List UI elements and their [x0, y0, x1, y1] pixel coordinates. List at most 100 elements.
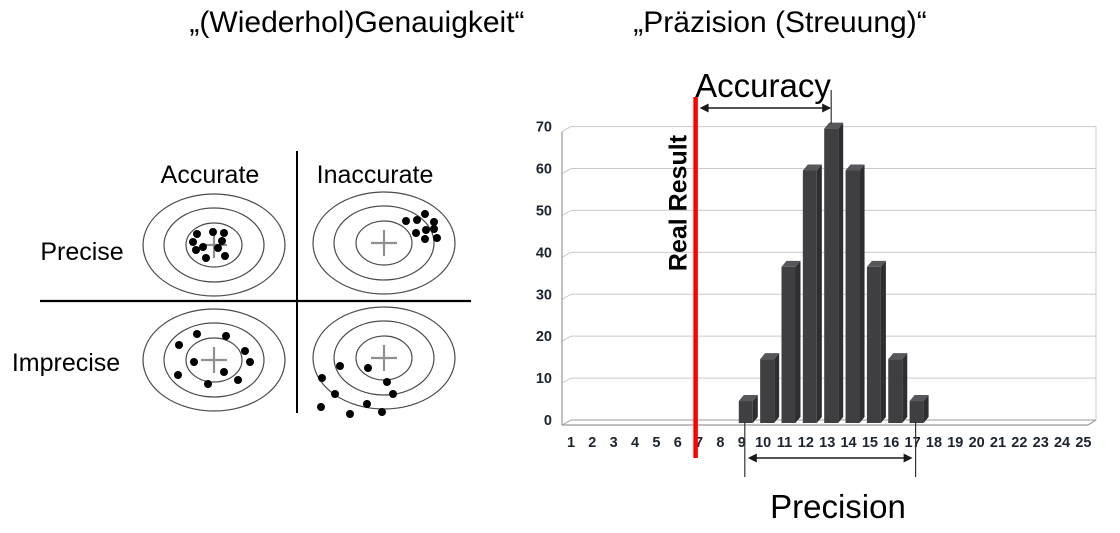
- arrowhead-left: [699, 103, 709, 113]
- bar-top-face: [738, 395, 758, 402]
- x-tick-label: 7: [695, 435, 703, 451]
- measurement-dot: [402, 217, 410, 225]
- arrowhead-left: [747, 453, 757, 463]
- arrowhead-right: [903, 453, 913, 463]
- measurement-dot: [336, 362, 344, 370]
- target-precise-inaccurate: [312, 191, 456, 295]
- bar-top-face: [845, 164, 865, 171]
- target-ring: [163, 207, 265, 283]
- y-tick-label: 50: [536, 203, 552, 219]
- measurement-dot: [193, 330, 201, 338]
- measurement-dot: [433, 234, 441, 242]
- y-tick-label: 60: [536, 162, 552, 178]
- bar-side-face: [923, 395, 929, 423]
- measurement-dot: [421, 210, 429, 218]
- bar-side-face: [880, 260, 886, 423]
- bar-category-11: [781, 260, 801, 423]
- right-panel-title: „Präzision (Streuung)“: [633, 6, 926, 39]
- floor-corner-bevel: [1087, 419, 1097, 426]
- precision-arrow: [744, 421, 917, 477]
- measurement-dot: [430, 218, 438, 226]
- measurement-dot: [363, 400, 371, 408]
- x-tick-label: 2: [588, 435, 596, 451]
- x-tick-label: 9: [738, 435, 746, 451]
- target-imprecise-inaccurate: [312, 306, 456, 418]
- wall-bevel: [561, 251, 572, 258]
- measurement-dot: [214, 244, 222, 252]
- bar-front-face: [738, 401, 753, 423]
- bar-top-face: [824, 122, 844, 129]
- accuracy-arrow: [699, 90, 832, 125]
- y-axis-labels: 0 10 20 30 40 50 60 70: [536, 120, 552, 429]
- left-panel-title: „(Wiederhol)Genauigkeit“: [189, 6, 524, 39]
- x-tick-label: 16: [883, 435, 899, 451]
- row-label-imprecise: Imprecise: [12, 349, 120, 377]
- precision-label: Precision: [770, 488, 906, 525]
- x-tick-label: 21: [990, 435, 1006, 451]
- wall-bevel: [561, 419, 572, 426]
- chart-3d-frame: [561, 126, 1097, 426]
- x-tick-label: 3: [610, 435, 618, 451]
- y-tick-label: 40: [536, 245, 552, 261]
- bar-category-12: [802, 164, 822, 423]
- measurement-dot: [412, 229, 420, 237]
- measurement-dot: [318, 374, 326, 382]
- x-tick-label: 11: [777, 435, 792, 451]
- target-ring: [312, 191, 456, 295]
- x-tick-label: 19: [947, 435, 963, 451]
- x-tick-label: 18: [926, 435, 942, 451]
- wall-bevel: [561, 168, 572, 174]
- measurement-dot: [246, 358, 254, 366]
- wall-bevel: [561, 209, 572, 216]
- bar-front-face: [824, 128, 839, 423]
- bar-side-face: [859, 164, 865, 423]
- measurement-dot: [222, 332, 230, 340]
- bar-top-face: [802, 164, 822, 171]
- bars: [738, 122, 929, 423]
- row-label-precise: Precise: [40, 238, 123, 266]
- x-tick-label: 17: [905, 435, 921, 451]
- bar-side-face: [816, 164, 822, 423]
- bar-category-14: [845, 164, 865, 423]
- y-tick-label: 20: [536, 329, 552, 345]
- targets: [142, 191, 456, 418]
- x-tick-label: 4: [631, 435, 639, 451]
- y-tick-label: 70: [536, 120, 552, 136]
- wall-bevel: [561, 126, 572, 133]
- measurement-dot: [175, 341, 183, 349]
- target-ring: [163, 322, 265, 398]
- measurement-dot: [421, 235, 429, 243]
- bar-category-15: [866, 260, 886, 423]
- measurement-dot: [218, 237, 226, 245]
- wall-bevel: [561, 377, 572, 384]
- bar-front-face: [802, 170, 817, 423]
- bar-front-face: [845, 170, 860, 423]
- measurement-dot: [378, 408, 386, 416]
- measurement-dot: [221, 252, 229, 260]
- measurement-dot: [193, 230, 201, 238]
- bar-category-16: [888, 353, 908, 423]
- bar-top-face: [888, 353, 908, 360]
- measurement-dot: [364, 364, 372, 372]
- measurement-dot: [346, 410, 354, 418]
- col-label-inaccurate: Inaccurate: [317, 161, 434, 189]
- bar-front-face: [760, 359, 775, 423]
- measurement-dot: [190, 358, 198, 366]
- bar-side-face: [902, 353, 908, 423]
- measurement-dot: [331, 390, 339, 398]
- x-tick-label: 10: [755, 435, 771, 451]
- arrowhead-right: [822, 103, 832, 113]
- x-tick-label: 25: [1075, 435, 1091, 451]
- x-tick-label: 5: [652, 435, 660, 451]
- target-ring: [333, 205, 435, 281]
- bar-category-17: [909, 395, 929, 423]
- bar-top-face: [781, 260, 801, 267]
- bar-side-face: [774, 353, 780, 423]
- target-ring: [185, 337, 243, 383]
- measurement-dot: [174, 371, 182, 379]
- x-tick-label: 22: [1011, 435, 1027, 451]
- bar-front-face: [909, 401, 924, 423]
- measurement-dot: [189, 238, 197, 246]
